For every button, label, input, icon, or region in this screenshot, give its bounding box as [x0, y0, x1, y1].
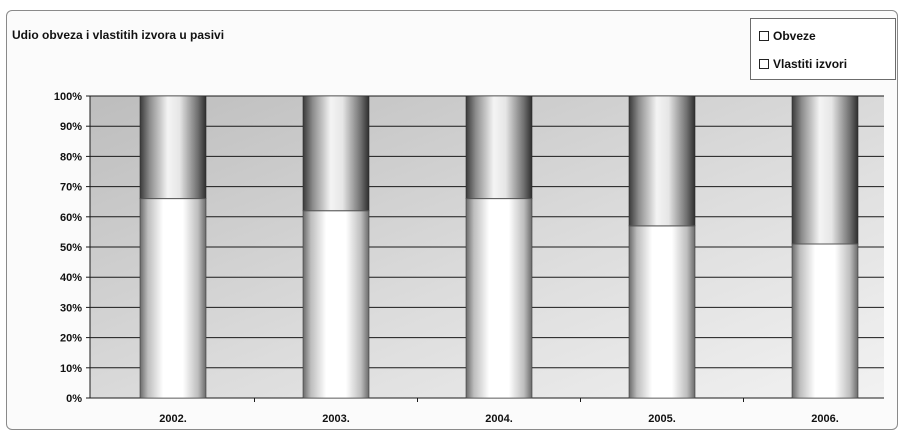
bar-vlastiti-izvori [628, 95, 696, 227]
bar-obveze [791, 243, 859, 399]
bar-obveze [302, 210, 370, 399]
legend-label-vlastiti-izvori: Vlastiti izvori [773, 57, 848, 71]
bar-obveze [139, 198, 207, 399]
y-tick-label: 60% [60, 212, 82, 224]
legend-item-obveze: Obveze [759, 29, 816, 43]
bar-vlastiti-izvori [465, 95, 533, 199]
y-tick-label: 10% [60, 363, 82, 375]
bar-vlastiti-izvori [139, 95, 207, 199]
bar-vlastiti-izvori [302, 95, 370, 212]
chart-title: Udio obveza i vlastitih izvora u pasivi [12, 28, 225, 42]
x-tick-label: 2005. [648, 413, 676, 425]
y-tick-label: 80% [60, 151, 82, 163]
x-tick-label: 2003. [322, 413, 350, 425]
x-tick-label: 2002. [159, 413, 187, 425]
y-tick-label: 40% [60, 272, 82, 284]
legend-swatch-obveze [759, 31, 769, 41]
x-tick-label: 2004. [485, 413, 513, 425]
x-tick-label: 2006. [811, 413, 839, 425]
bar-obveze [628, 225, 696, 399]
y-tick-label: 100% [54, 91, 82, 103]
y-tick-label: 50% [60, 242, 82, 254]
y-tick-label: 20% [60, 333, 82, 345]
legend-item-vlastiti-izvori: Vlastiti izvori [759, 57, 847, 71]
legend-swatch-vlastiti-izvori [759, 59, 769, 69]
bar-vlastiti-izvori [791, 95, 859, 245]
y-tick-label: 70% [60, 182, 82, 194]
chart-legend: Obveze Vlastiti izvori [750, 18, 896, 80]
y-tick-label: 30% [60, 302, 82, 314]
y-tick-label: 0% [66, 393, 82, 405]
bar-obveze [465, 198, 533, 399]
y-tick-label: 90% [60, 121, 82, 133]
legend-label-obveze: Obveze [773, 29, 816, 43]
